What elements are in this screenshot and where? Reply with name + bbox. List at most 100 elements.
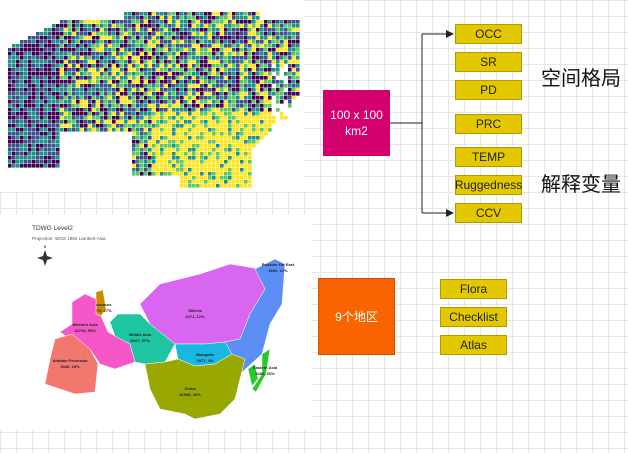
variable-box-occ[interactable]: OCC [455,24,522,44]
variable-box-pd[interactable]: PD [455,80,522,100]
grid-cell [52,148,56,152]
grid-cell [240,140,244,144]
source-box-flora[interactable]: Flora [440,279,507,299]
grid-cell [132,164,136,168]
grid-cell [84,32,88,36]
grid-cell [264,88,268,92]
grid-cell [236,32,240,36]
grid-cell [208,72,212,76]
grid-cell [208,76,212,80]
grid-cell [288,28,292,32]
grid-cell [260,40,264,44]
grid-cell [72,100,76,104]
grid-cell [104,48,108,52]
grid-cell [284,40,288,44]
grid-cell [292,84,296,88]
source-box-checklist[interactable]: Checklist [440,307,507,327]
grid-cell [24,96,28,100]
variable-box-temp[interactable]: TEMP [455,147,522,167]
regions-box[interactable]: 9个地区 [318,278,395,355]
grid-cell [240,92,244,96]
grid-cell [184,12,188,16]
grid-cell [68,128,72,132]
grid-cell [16,128,20,132]
grid-cell [56,56,60,60]
grid-cell [212,40,216,44]
grid-cell [92,56,96,60]
grid-cell [24,124,28,128]
variable-box-ruggedness[interactable]: Ruggedness [455,175,522,195]
grid-cell [120,56,124,60]
grid-cell [144,28,148,32]
grid-cell [104,52,108,56]
grid-cell [24,144,28,148]
grid-cell [204,116,208,120]
grid-cell [44,32,48,36]
grid-cell [40,96,44,100]
grid-cell [16,52,20,56]
grid-cell [68,96,72,100]
grid-cell [56,152,60,156]
grid-cell [196,84,200,88]
grid-cell [188,184,192,188]
grid-cell [136,24,140,28]
grid-cell [172,120,176,124]
grid-cell [24,52,28,56]
grid-cell [72,92,76,96]
grid-cell [156,52,160,56]
region-name-label: Arabian Peninsula [53,358,89,363]
grid-cell [44,72,48,76]
grid-cell [148,124,152,128]
grid-cell [52,60,56,64]
source-box-atlas[interactable]: Atlas [440,335,507,355]
grid-cell [80,100,84,104]
grid-cell [248,148,252,152]
grid-cell [64,124,68,128]
grid-cell [136,84,140,88]
grid-cell [232,148,236,152]
variable-box-sr[interactable]: SR [455,52,522,72]
variable-box-ccv[interactable]: CCV [455,203,522,223]
grid-cell [128,80,132,84]
grid-cell [236,132,240,136]
grid-cell [232,28,236,32]
grid-cell [64,60,68,64]
grid-cell [64,100,68,104]
grid-cell [20,140,24,144]
grid-cell [188,152,192,156]
grid-cell [152,140,156,144]
grid-cell [112,60,116,64]
grid-cell [176,132,180,136]
grid-resolution-box[interactable]: 100 x 100 km2 [323,90,390,156]
grid-cell [260,44,264,48]
grid-cell [184,24,188,28]
grid-cell [100,116,104,120]
grid-cell [64,64,68,68]
grid-cell [200,112,204,116]
grid-cell [212,116,216,120]
grid-cell [168,104,172,108]
variable-box-prc[interactable]: PRC [455,114,522,134]
grid-cell [204,52,208,56]
grid-cell [196,100,200,104]
grid-cell [164,80,168,84]
grid-cell [224,68,228,72]
grid-cell [260,72,264,76]
grid-cell [32,144,36,148]
grid-cell [272,88,276,92]
grid-cell [84,40,88,44]
grid-cell [60,60,64,64]
grid-cell [56,32,60,36]
grid-cell [72,80,76,84]
grid-cell [16,56,20,60]
grid-cell [248,112,252,116]
grid-cell [148,32,152,36]
grid-cell [76,52,80,56]
grid-cell [48,148,52,152]
grid-cell [120,100,124,104]
grid-cell [220,100,224,104]
grid-cell [212,160,216,164]
